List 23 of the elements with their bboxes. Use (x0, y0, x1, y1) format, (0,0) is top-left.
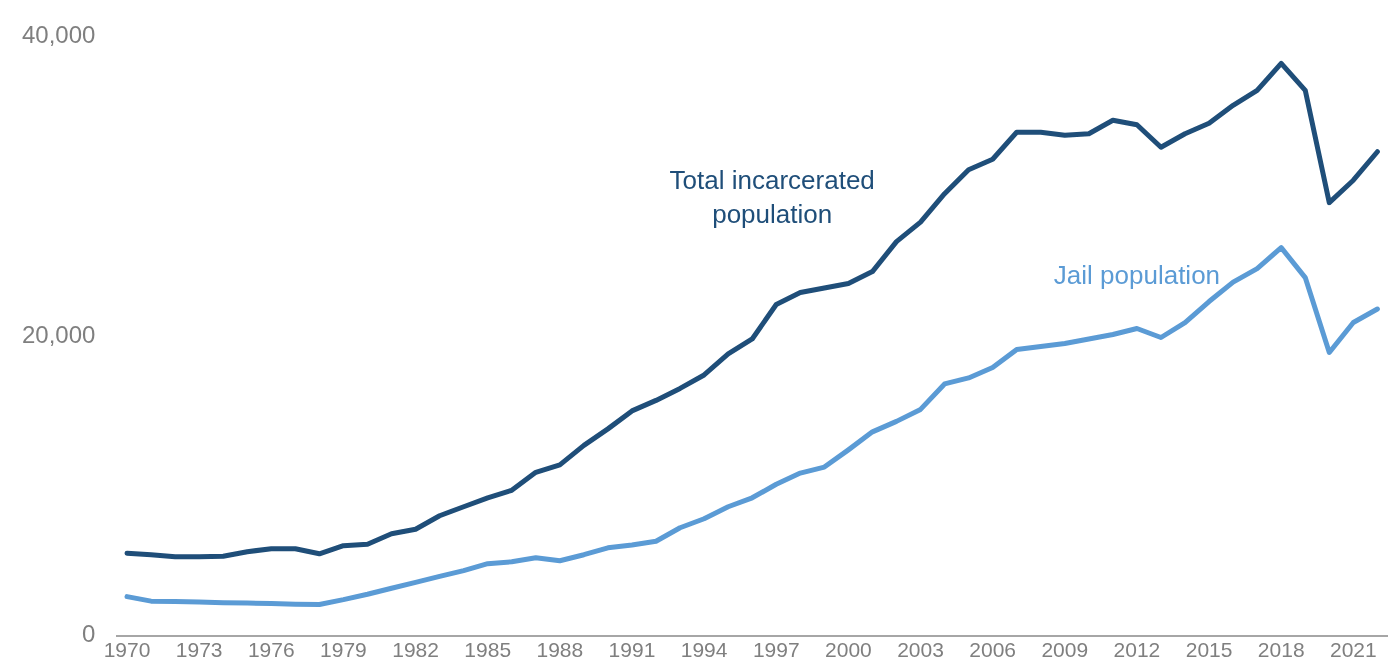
x-tick-label: 2018 (1257, 638, 1305, 661)
x-tick-label: 1988 (536, 638, 584, 661)
series-label: Total incarcerated population (669, 165, 875, 229)
x-tick-label: 1976 (247, 638, 295, 661)
x-tick-label: 1991 (608, 638, 656, 661)
y-tick-label: 20,000 (22, 320, 96, 348)
x-tick-label: 1985 (464, 638, 512, 661)
y-tick-label: 40,000 (22, 21, 96, 49)
series-label: Jail population (1053, 259, 1221, 290)
x-tick-label: 2009 (1041, 638, 1089, 661)
x-tick-label: 2006 (969, 638, 1017, 661)
x-tick-label: 1997 (752, 638, 800, 661)
x-tick-label: 2021 (1329, 638, 1377, 661)
x-tick-label: 1970 (103, 638, 151, 661)
x-tick-label: 1973 (175, 638, 223, 661)
y-tick-label: 0 (82, 620, 96, 648)
x-tick-label: 2003 (897, 638, 944, 661)
x-tick-label: 2000 (825, 638, 872, 661)
x-tick-label: 2012 (1113, 638, 1161, 661)
x-tick-label: 1979 (320, 638, 367, 661)
x-tick-label: 1982 (392, 638, 439, 661)
x-tick-label: 1994 (680, 638, 728, 661)
x-tick-label: 2015 (1185, 638, 1233, 661)
